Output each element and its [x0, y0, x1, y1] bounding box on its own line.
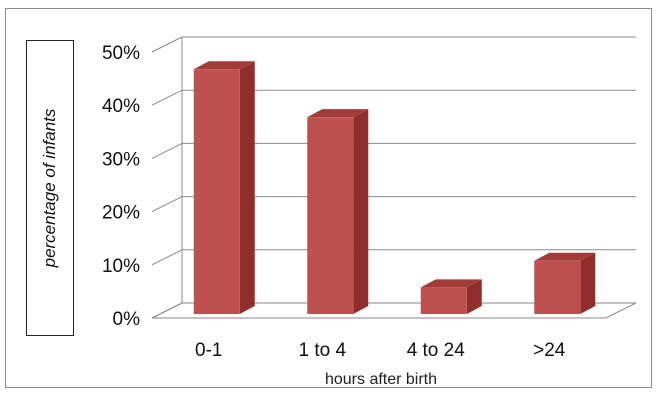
bar — [534, 252, 596, 314]
gridline-diagonal — [151, 249, 183, 266]
bar-top — [420, 279, 482, 288]
y-tick-label: 40% — [102, 96, 140, 117]
y-tick-label: 50% — [102, 43, 140, 64]
floor — [151, 302, 637, 319]
x-category-label: 0-1 — [195, 340, 222, 361]
bar-top — [193, 61, 255, 70]
y-axis-title-box: percentage of infants — [26, 40, 74, 336]
x-category-label: >24 — [533, 340, 566, 361]
bar — [193, 61, 255, 314]
x-axis-categories: 0-1 1 to 4 4 to 24 >24 — [195, 340, 566, 361]
bar — [307, 109, 369, 314]
x-category-label: 1 to 4 — [298, 340, 346, 361]
y-tick-label: 30% — [102, 149, 140, 170]
bar-side — [580, 252, 596, 314]
bar-front — [193, 69, 240, 314]
gridline-diagonal — [151, 142, 183, 159]
bar-front — [534, 260, 581, 314]
bar — [420, 279, 482, 314]
y-axis-ticks: 0% 10% 20% 30% 40% 50% — [102, 43, 140, 330]
y-tick-label: 20% — [102, 203, 140, 224]
y-tick-label: 10% — [102, 256, 140, 277]
bar-side — [466, 279, 482, 314]
bars — [193, 61, 596, 314]
bar-front — [420, 287, 467, 314]
bar-front — [307, 117, 354, 314]
bar-top — [307, 109, 369, 118]
gridline-diagonal — [151, 196, 183, 213]
bar-top — [534, 252, 596, 261]
y-tick-label: 0% — [113, 309, 141, 330]
bar-side — [239, 61, 255, 314]
gridline-diagonal — [151, 36, 183, 53]
gridline-diagonal — [151, 89, 183, 106]
chart-frame — [5, 8, 652, 388]
x-axis-title: hours after birth — [325, 371, 437, 388]
bar-side — [353, 109, 369, 314]
x-category-label: 4 to 24 — [407, 340, 466, 361]
